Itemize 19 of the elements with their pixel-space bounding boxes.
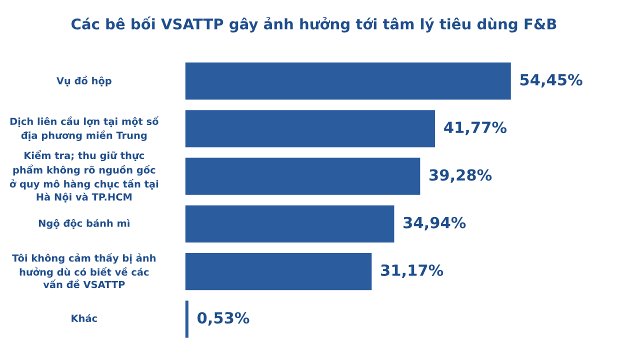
y-tick-label: Vụ đồ hộp bbox=[56, 76, 112, 86]
data-label: 39,28% bbox=[430, 169, 492, 183]
y-tick-label: Ngộ độc bánh mì bbox=[38, 219, 130, 229]
bar bbox=[185, 62, 511, 100]
bar bbox=[185, 110, 436, 148]
y-tick-label: Kiểm tra; thu giữ thực phẩm không rõ nguồn gốc ở quy mô hàng chục tấn tại Hà Nội và TP.HCM bbox=[10, 150, 158, 203]
bar bbox=[185, 300, 188, 338]
bar bbox=[185, 252, 372, 290]
data-label: 0,53% bbox=[197, 312, 250, 326]
data-label: 34,94% bbox=[404, 216, 466, 230]
data-label: 54,45% bbox=[520, 74, 582, 88]
data-label: 41,77% bbox=[444, 122, 507, 136]
data-label: 31,17% bbox=[381, 264, 444, 278]
y-tick-label: Dịch liên cầu lợn tại một số địa phương miền Trung bbox=[10, 116, 159, 141]
y-tick-label: Khác bbox=[72, 314, 97, 322]
y-tick-label: Tôi không cảm thấy bị ảnh hưởng dù có biết về các vấn đề VSATTP bbox=[12, 253, 156, 288]
chart-title: Các bê bối VSATTP gây ảnh hưởng tới tâm lý tiêu dùng F&B bbox=[71, 16, 556, 32]
bar bbox=[185, 158, 420, 195]
bar bbox=[185, 205, 394, 243]
